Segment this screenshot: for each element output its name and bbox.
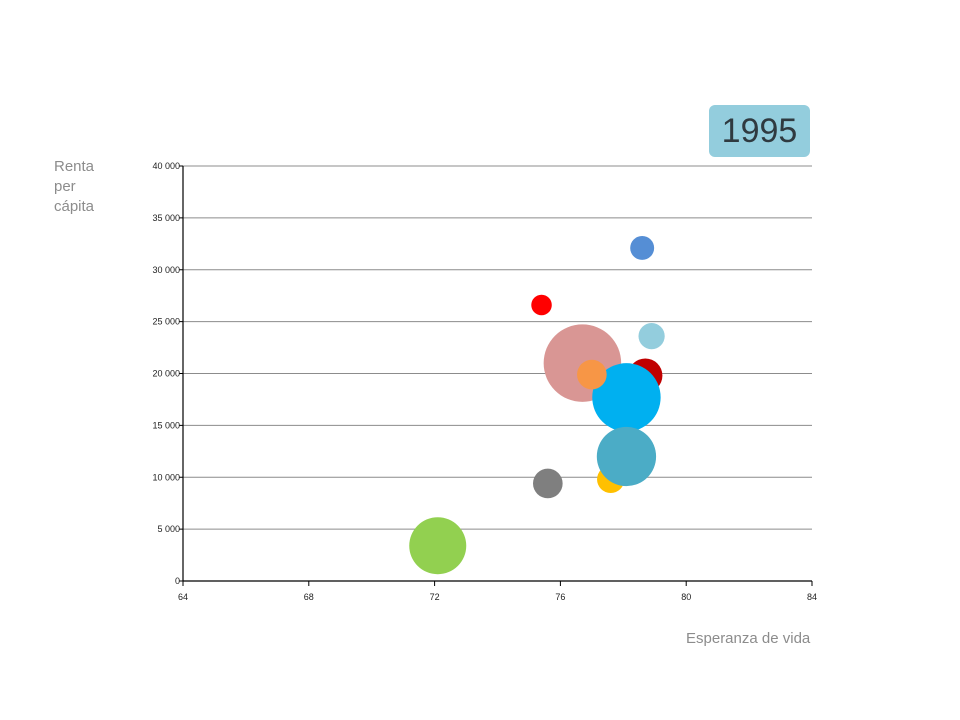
bubble: [596, 426, 657, 487]
x-tick-label: 68: [304, 592, 314, 602]
y-tick-label: 35 000: [152, 213, 180, 223]
bubble: [533, 468, 563, 499]
year-badge: 1995: [709, 105, 810, 157]
x-tick-label: 72: [430, 592, 440, 602]
y-tick-label: 5 000: [157, 524, 180, 534]
x-tick-label: 84: [807, 592, 817, 602]
y-tick-label: 40 000: [152, 161, 180, 171]
y-tick-label: 15 000: [152, 420, 180, 430]
y-tick-label: 10 000: [152, 472, 180, 482]
bubble: [638, 323, 665, 350]
y-tick-label: 25 000: [152, 317, 180, 327]
bubble: [592, 363, 661, 432]
x-tick-label: 80: [681, 592, 691, 602]
x-tick-label: 76: [555, 592, 565, 602]
bubble: [630, 235, 655, 260]
y-axis-label: Renta per cápita: [54, 158, 95, 215]
y-tick-label: 30 000: [152, 265, 180, 275]
bubble: [577, 359, 607, 390]
bubble: [409, 517, 467, 575]
bubble: [531, 294, 552, 316]
x-tick-label: 64: [178, 592, 188, 602]
y-tick-label: 0: [175, 576, 180, 586]
x-axis-label: Esperanza de vida: [686, 630, 811, 647]
y-tick-label: 20 000: [152, 369, 180, 379]
